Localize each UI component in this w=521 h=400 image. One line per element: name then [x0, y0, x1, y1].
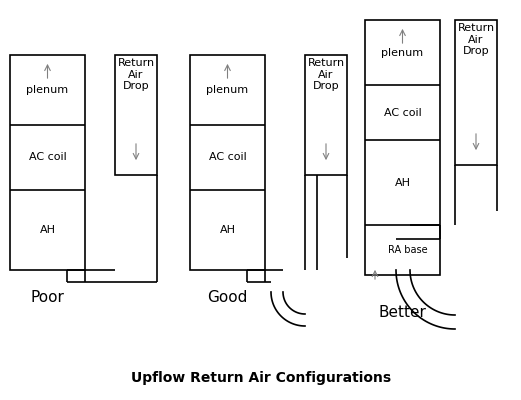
Text: AC coil: AC coil [29, 152, 66, 162]
Text: Poor: Poor [31, 290, 65, 305]
Text: Return
Air
Drop: Return Air Drop [117, 58, 155, 91]
Text: Better: Better [379, 305, 426, 320]
Bar [305, 55, 347, 175]
Text: AC coil: AC coil [208, 152, 246, 162]
Text: Upflow Return Air Configurations: Upflow Return Air Configurations [131, 371, 391, 385]
Text: AH: AH [219, 225, 235, 235]
Text: plenum: plenum [206, 85, 249, 95]
Text: plenum: plenum [381, 48, 424, 58]
Text: Return
Air
Drop: Return Air Drop [457, 23, 494, 56]
Bar [115, 55, 157, 175]
Bar [190, 55, 265, 270]
Text: AH: AH [394, 178, 411, 188]
Bar [455, 20, 497, 165]
Text: AH: AH [40, 225, 56, 235]
Text: Good: Good [207, 290, 247, 305]
Bar [10, 55, 85, 270]
Text: plenum: plenum [27, 85, 69, 95]
Text: Return
Air
Drop: Return Air Drop [307, 58, 344, 91]
Text: AC coil: AC coil [383, 108, 421, 118]
Bar [365, 20, 440, 275]
Text: RA base: RA base [388, 245, 427, 255]
